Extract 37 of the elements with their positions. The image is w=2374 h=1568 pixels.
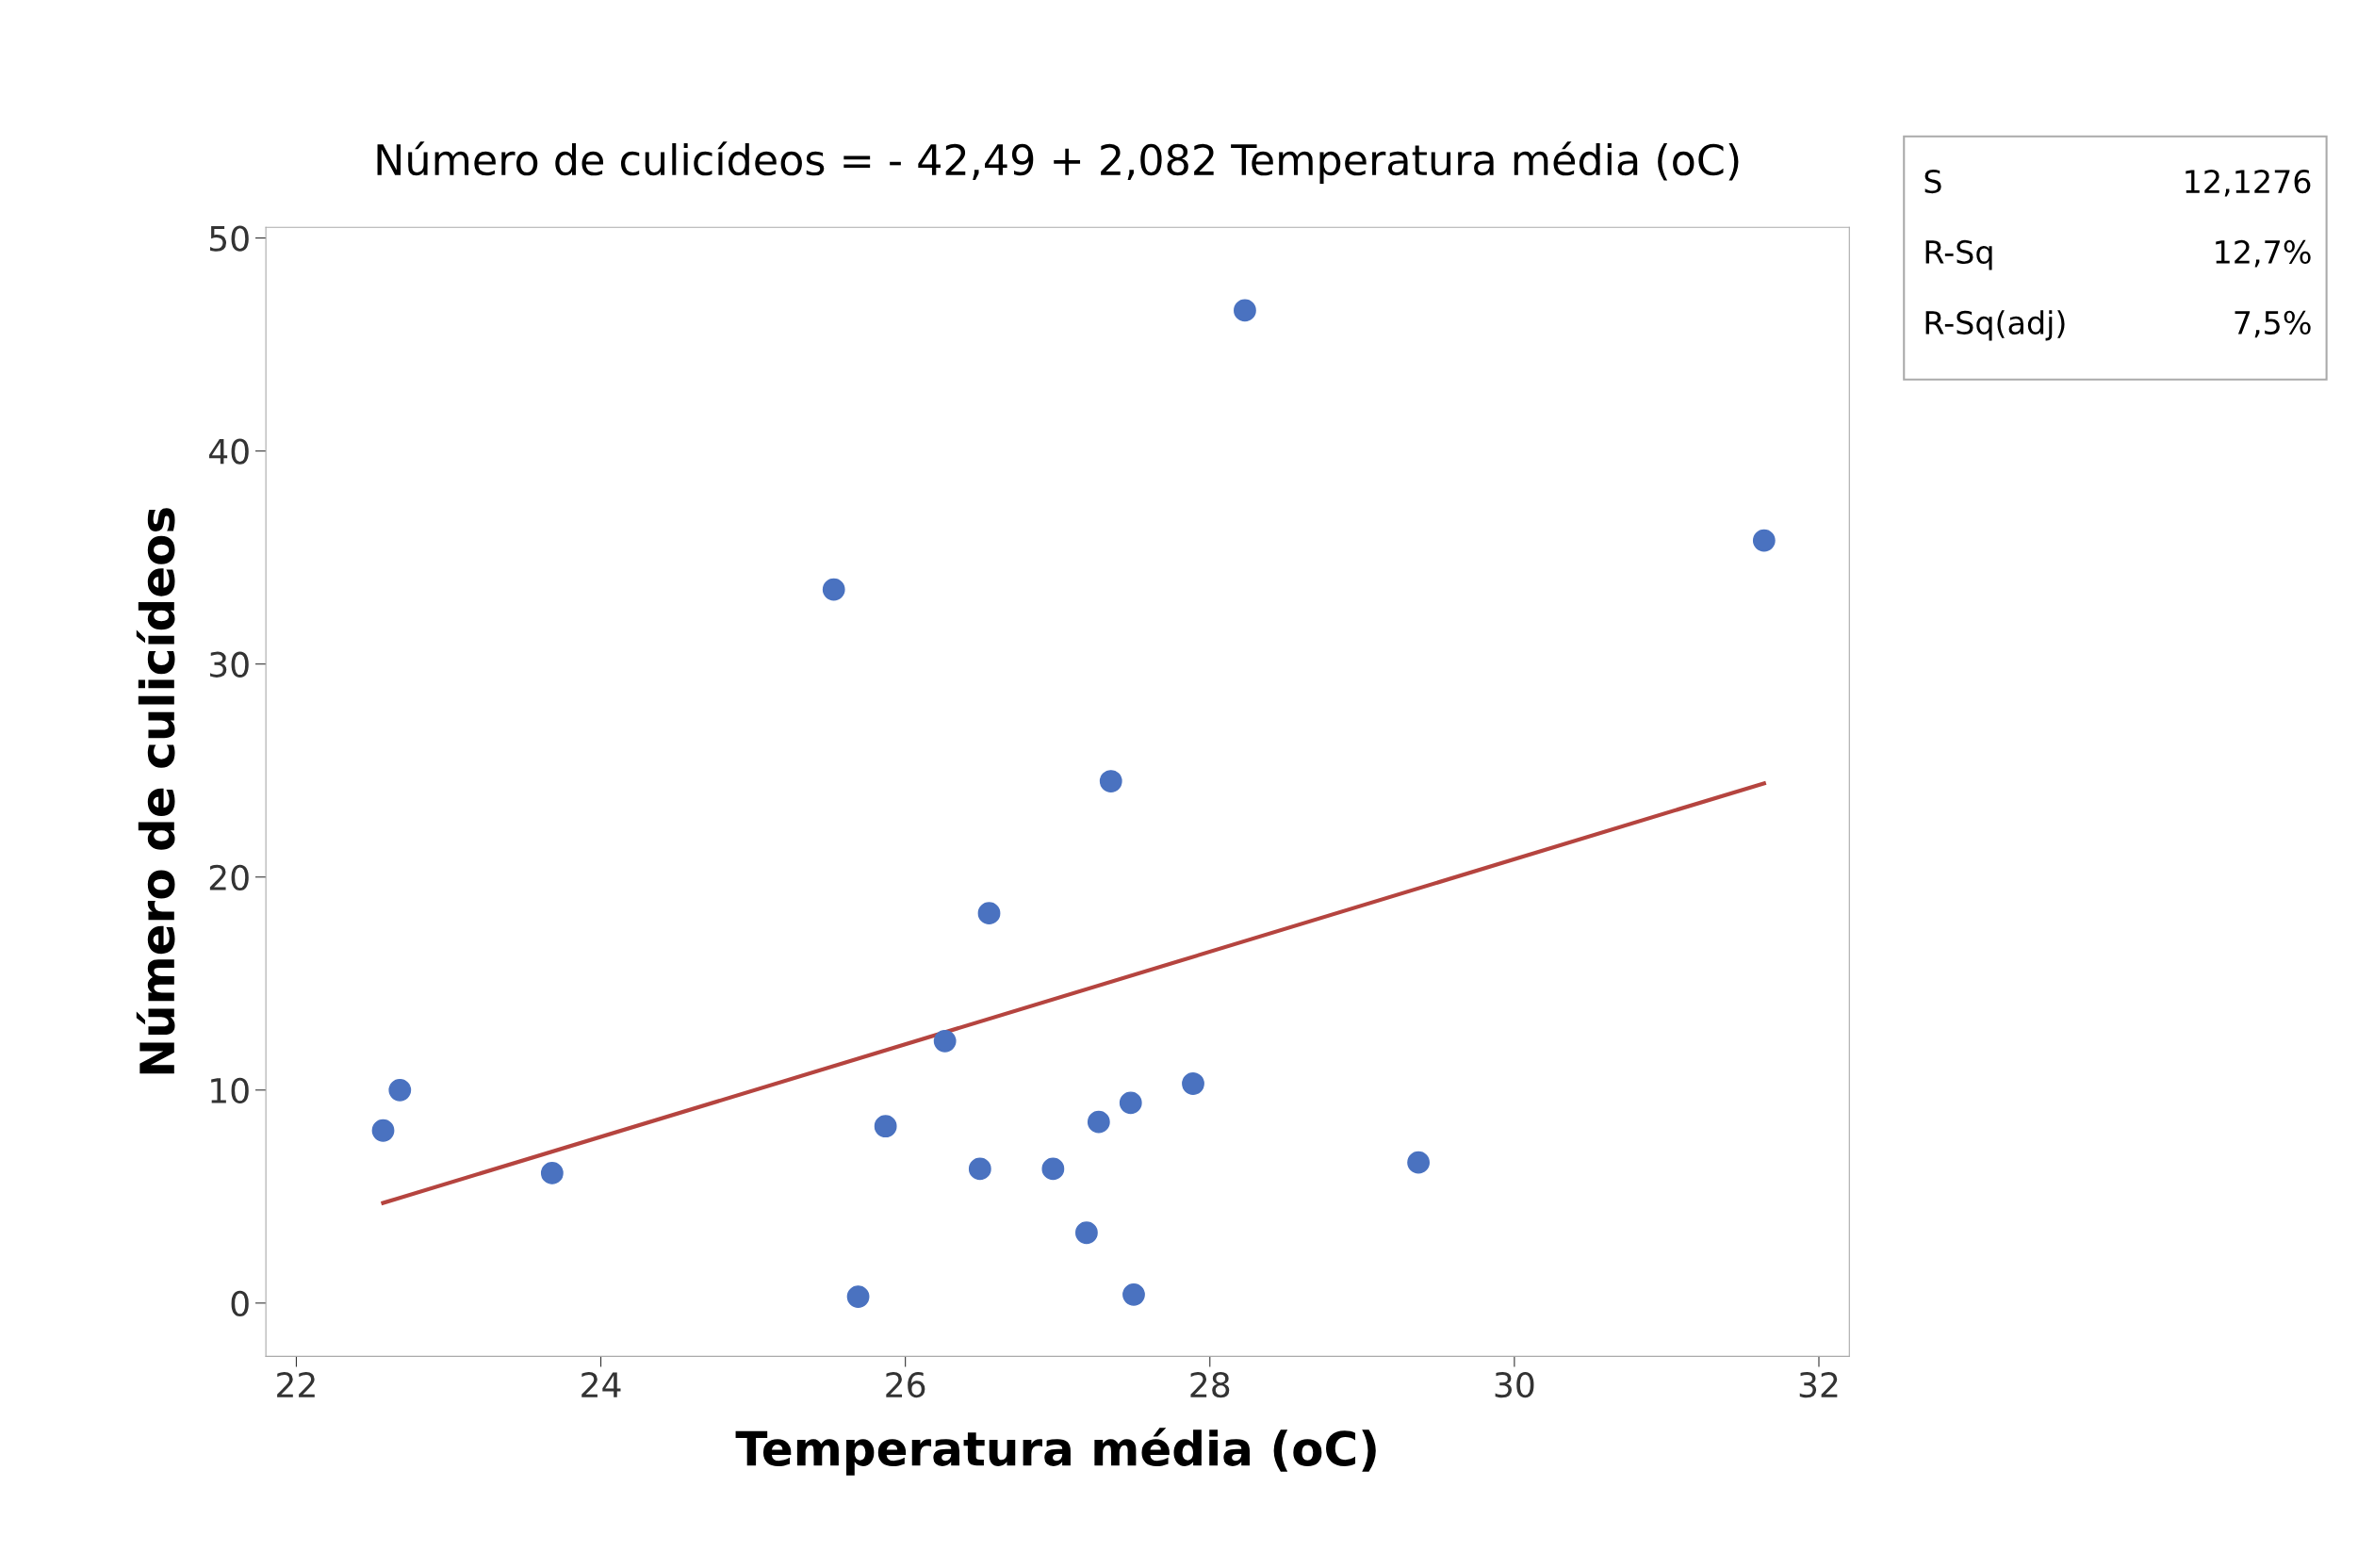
text: R-Sq(adj) 7,5% [1925, 310, 2311, 341]
x-axis-title: Temperatura média (oC) [735, 1428, 1376, 1476]
x-tick-label: 24 [581, 1371, 621, 1397]
point [1099, 770, 1122, 792]
point [977, 902, 1001, 925]
y-tick-label: 50 [209, 225, 249, 252]
point [846, 1285, 870, 1308]
x-tick-label: 28 [1190, 1371, 1230, 1398]
x-tick-label: 30 [1495, 1371, 1534, 1398]
text: R-Sq 12,7% [1925, 239, 2311, 270]
y-tick-label: 30 [209, 651, 249, 678]
chart-title: Número de culicídeos = - 42,49 + 2,082 Temperatura média (oC) [377, 141, 1739, 184]
y-tick-label: 0 [231, 1290, 249, 1317]
point [874, 1115, 897, 1138]
point [822, 578, 845, 601]
x-tick-label: 32 [1799, 1371, 1838, 1398]
point [1182, 1072, 1204, 1095]
y-tick-label: 10 [211, 1077, 249, 1104]
y-tick-label: 40 [208, 438, 249, 465]
point [1087, 1110, 1110, 1134]
y-axis-title: Número de culicídeos [136, 508, 175, 1074]
y-tick-label: 20 [209, 864, 249, 890]
x-tick-label: 26 [886, 1371, 925, 1398]
point [1041, 1157, 1065, 1181]
text: S 12,1276 [1924, 169, 2311, 197]
point [1122, 1282, 1145, 1306]
point [1075, 1221, 1098, 1245]
point [371, 1119, 395, 1142]
point [540, 1162, 564, 1184]
x-tick-label: 22 [277, 1371, 315, 1397]
point [1752, 529, 1776, 552]
point [1119, 1091, 1142, 1115]
point [968, 1157, 991, 1181]
point [388, 1078, 412, 1102]
point [1407, 1151, 1430, 1174]
point [1234, 299, 1256, 322]
point [933, 1029, 957, 1053]
